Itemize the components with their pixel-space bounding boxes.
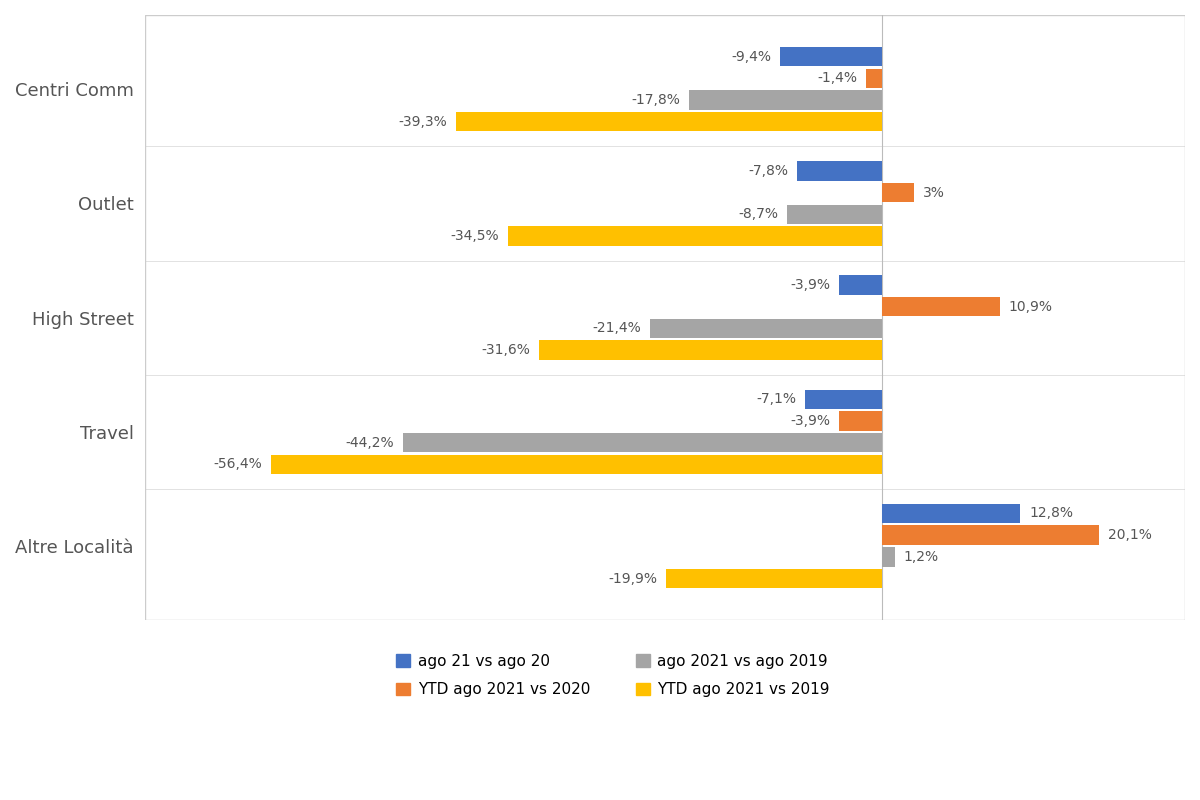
Bar [882, 547, 895, 566]
Text: 1,2%: 1,2% [904, 550, 938, 564]
Text: -34,5%: -34,5% [451, 229, 499, 243]
Bar [145, 15, 1186, 620]
Text: 10,9%: 10,9% [1008, 300, 1052, 314]
Text: -9,4%: -9,4% [731, 50, 772, 64]
Text: -44,2%: -44,2% [346, 436, 394, 450]
Bar [866, 69, 882, 88]
Bar [840, 275, 882, 294]
Text: -1,4%: -1,4% [818, 71, 858, 86]
Text: -7,1%: -7,1% [756, 392, 796, 406]
Bar [882, 504, 1020, 523]
Bar [666, 569, 882, 588]
Bar [882, 297, 1000, 317]
Bar [539, 341, 882, 360]
Bar [456, 112, 882, 131]
Bar [403, 433, 882, 452]
Bar [689, 90, 882, 110]
Text: 20,1%: 20,1% [1108, 528, 1152, 542]
Bar [840, 411, 882, 430]
Bar [882, 526, 1099, 545]
Bar [797, 161, 882, 181]
Text: -56,4%: -56,4% [214, 458, 262, 471]
Text: -7,8%: -7,8% [749, 164, 788, 178]
Text: -31,6%: -31,6% [481, 343, 530, 357]
Legend: ago 21 vs ago 20, YTD ago 2021 vs 2020, ago 2021 vs ago 2019, YTD ago 2021 vs 20: ago 21 vs ago 20, YTD ago 2021 vs 2020, … [390, 647, 836, 703]
Bar [508, 226, 882, 246]
Text: -21,4%: -21,4% [593, 322, 641, 335]
Bar [787, 205, 882, 224]
Text: -3,9%: -3,9% [791, 414, 830, 428]
Text: -19,9%: -19,9% [608, 571, 658, 586]
Text: 3%: 3% [923, 186, 944, 199]
Bar [650, 318, 882, 338]
Text: 12,8%: 12,8% [1028, 506, 1073, 521]
Bar [805, 390, 882, 409]
Bar [271, 454, 882, 474]
Text: -39,3%: -39,3% [398, 114, 448, 129]
Text: -8,7%: -8,7% [739, 207, 779, 222]
Text: -17,8%: -17,8% [631, 93, 680, 107]
Text: -3,9%: -3,9% [791, 278, 830, 292]
Bar [780, 47, 882, 66]
Bar [882, 183, 914, 202]
